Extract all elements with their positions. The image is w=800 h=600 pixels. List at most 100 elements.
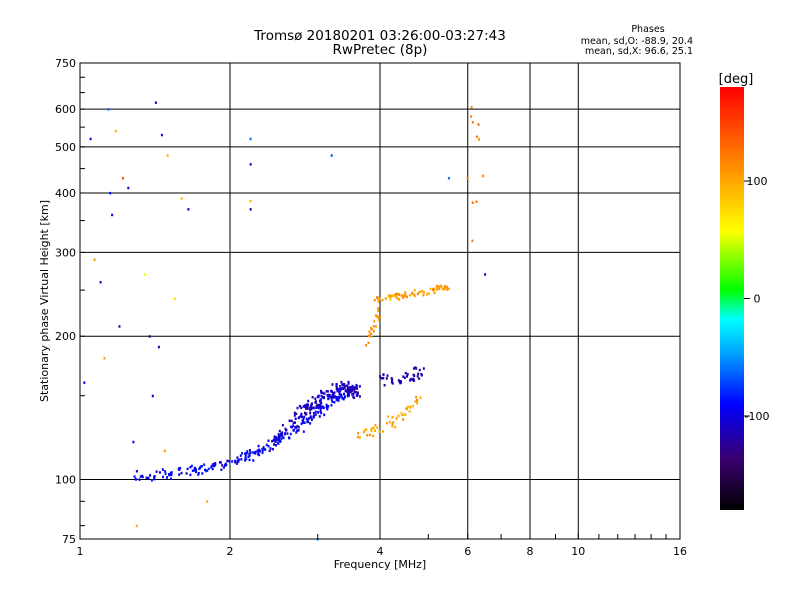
- data-point: [319, 404, 322, 407]
- data-point: [354, 391, 357, 394]
- data-point: [249, 451, 252, 454]
- data-point: [143, 273, 146, 276]
- y-tick-label: 600: [55, 103, 76, 116]
- data-point: [262, 446, 265, 449]
- data-point: [310, 403, 313, 407]
- data-point: [199, 466, 202, 470]
- data-point: [132, 440, 135, 444]
- data-point: [248, 454, 251, 457]
- data-point: [265, 443, 268, 447]
- data-point: [432, 288, 435, 291]
- data-point: [306, 407, 309, 410]
- data-point: [426, 293, 428, 296]
- data-point: [281, 423, 284, 427]
- data-point: [307, 399, 310, 403]
- data-point: [314, 397, 317, 400]
- data-point: [164, 470, 167, 473]
- data-point: [447, 177, 450, 180]
- data-point: [356, 391, 359, 394]
- data-point: [370, 427, 373, 430]
- data-point: [402, 375, 405, 378]
- data-point: [331, 394, 334, 397]
- data-point: [164, 472, 167, 476]
- data-point: [362, 430, 365, 434]
- data-point: [382, 376, 385, 380]
- data-point: [272, 439, 275, 442]
- data-point: [312, 406, 315, 410]
- data-point: [392, 421, 395, 424]
- data-point: [304, 411, 306, 415]
- data-point: [303, 405, 306, 409]
- data-point: [320, 411, 323, 415]
- data-point: [236, 456, 239, 459]
- data-point: [241, 452, 244, 455]
- data-point: [318, 403, 320, 407]
- data-point: [122, 177, 124, 180]
- data-point: [180, 197, 183, 200]
- data-point: [295, 412, 298, 416]
- data-point: [180, 471, 183, 475]
- data-point: [342, 397, 345, 401]
- data-point: [421, 290, 424, 293]
- data-point: [311, 402, 313, 405]
- data-point: [151, 394, 154, 398]
- data-point: [422, 291, 425, 294]
- data-point: [325, 403, 328, 407]
- data-point: [292, 421, 295, 424]
- data-point: [378, 430, 381, 433]
- data-point: [323, 392, 326, 395]
- data-point: [402, 418, 405, 421]
- data-point: [335, 396, 337, 399]
- data-point: [318, 399, 321, 402]
- data-point: [206, 469, 209, 472]
- data-point: [388, 295, 391, 298]
- data-point: [326, 394, 329, 397]
- data-point: [138, 478, 141, 481]
- data-point: [444, 287, 446, 290]
- data-point: [166, 476, 168, 479]
- data-point: [368, 330, 371, 333]
- data-point: [341, 397, 344, 400]
- y-tick-label: 200: [55, 330, 76, 343]
- data-point: [382, 430, 384, 433]
- data-point: [139, 475, 142, 478]
- data-point: [411, 378, 414, 382]
- data-point: [435, 288, 438, 291]
- data-point: [275, 444, 277, 447]
- data-point: [326, 406, 329, 410]
- data-point: [331, 395, 334, 399]
- data-point: [322, 406, 325, 410]
- data-point: [210, 466, 213, 469]
- data-point: [170, 473, 173, 477]
- data-point: [320, 389, 322, 393]
- data-point: [302, 421, 305, 424]
- data-point: [325, 390, 328, 393]
- data-point: [93, 258, 96, 261]
- data-point: [280, 434, 283, 437]
- data-point: [373, 320, 376, 323]
- data-point: [406, 407, 408, 411]
- data-point: [261, 450, 264, 453]
- data-point: [414, 400, 417, 403]
- data-point: [348, 390, 351, 393]
- data-point: [278, 429, 281, 433]
- data-point: [257, 444, 260, 448]
- data-point: [356, 435, 359, 439]
- data-point: [274, 440, 277, 444]
- data-point: [280, 437, 283, 440]
- data-point: [345, 389, 348, 392]
- data-point: [281, 431, 283, 434]
- data-point: [306, 405, 309, 408]
- data-point: [145, 476, 148, 480]
- data-point: [291, 425, 294, 429]
- data-point: [307, 420, 309, 423]
- data-point: [395, 293, 398, 296]
- data-point: [166, 154, 169, 157]
- data-point: [367, 341, 370, 345]
- data-point: [302, 417, 305, 421]
- data-point: [278, 435, 281, 438]
- data-point: [337, 399, 340, 402]
- data-point: [393, 294, 396, 297]
- data-point: [193, 467, 196, 470]
- data-point: [263, 448, 266, 451]
